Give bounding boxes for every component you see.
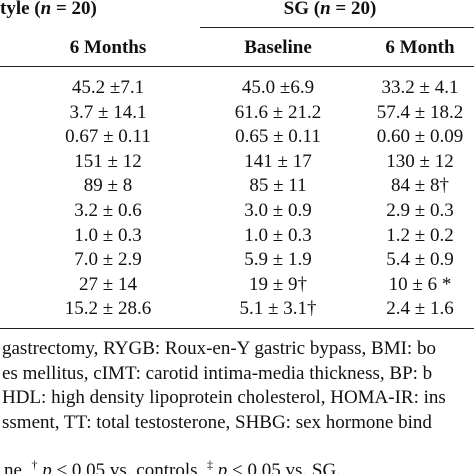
header-rule [0, 66, 474, 67]
text: SG ( [283, 0, 321, 19]
table-cell: 151 ± 12 [74, 150, 142, 172]
text: ne, [4, 460, 32, 474]
column-header: Baseline [244, 37, 312, 58]
footnote-line: ssment, TT: total testosterone, SHBG: se… [2, 411, 432, 433]
group-rule [200, 27, 474, 28]
text: † [31, 457, 38, 472]
table-cell: 0.60 ± 0.09 [376, 126, 464, 148]
column-header: 6 Month [385, 37, 455, 58]
text: p [42, 460, 52, 474]
table-cell: 2.9 ± 0.3 [386, 200, 454, 221]
table-cell: 61.6 ± 21.2 [234, 101, 322, 123]
table-cell: 33.2 ± 4.1 [381, 77, 459, 98]
table-cell: 15.2 ± 28.6 [64, 298, 152, 320]
table-cell: 2.4 ± 1.6 [386, 298, 454, 320]
table-cell: 3.7 ± 14.1 [69, 101, 147, 123]
footnote-line: es mellitus, cIMT: carotid intima-media … [2, 362, 433, 384]
table-cell: 45.2 ±7.1 [71, 77, 145, 98]
table-cell: 3.2 ± 0.6 [74, 200, 142, 221]
table-cell: 130 ± 12 [386, 150, 454, 172]
group-header: tyle (n = 20) [0, 0, 97, 20]
text: = 20) [51, 0, 97, 19]
table-cell: 5.1 ± 3.1† [239, 298, 317, 320]
table-cell: 1.2 ± 0.2 [386, 224, 454, 246]
table-cell: 5.4 ± 0.9 [386, 249, 454, 271]
bottom-rule [0, 328, 474, 329]
footnote-line: ne, † p < 0.05 vs. controls, ‡ p < 0.05 … [4, 457, 341, 474]
table-cell: 7.0 ± 2.9 [74, 249, 142, 271]
table-cell: 85 ± 11 [249, 175, 307, 197]
text: n [320, 0, 331, 19]
table-cell: 3.0 ± 0.9 [244, 200, 312, 221]
text: tyle ( [0, 0, 41, 19]
table-cell: 57.4 ± 18.2 [376, 101, 464, 123]
footnote-line: HDL: high density lipoprotein cholestero… [2, 387, 446, 408]
table-cell: 0.67 ± 0.11 [65, 126, 151, 148]
column-header: 6 Months [69, 37, 147, 58]
table-cell: 89 ± 8 [83, 175, 133, 197]
text: n [40, 0, 52, 19]
text: = 20) [330, 0, 377, 19]
table-cell: 19 ± 9† [249, 273, 307, 295]
group-header: SG (n = 20) [284, 0, 377, 20]
table-cell: 45.0 ±6.9 [241, 77, 315, 98]
table-cell: 0.65 ± 0.11 [235, 126, 321, 148]
table-cell: 84 ± 8† [391, 175, 449, 197]
text: < 0.05 vs. controls, [51, 460, 208, 474]
table-cell: 5.9 ± 1.9 [244, 249, 312, 271]
table-cell: 10 ± 6 * [388, 273, 452, 295]
text: < 0.05 vs. SG. [227, 460, 341, 474]
table-cell: 141 ± 17 [244, 150, 312, 172]
table-cell: 1.0 ± 0.3 [74, 224, 142, 246]
footnote-line: gastrectomy, RYGB: Roux-en-Y gastric byp… [2, 338, 436, 359]
text: p [217, 460, 228, 474]
text: ‡ [207, 457, 214, 472]
table-cell: 27 ± 14 [79, 273, 137, 295]
table-cell: 1.0 ± 0.3 [244, 224, 312, 246]
